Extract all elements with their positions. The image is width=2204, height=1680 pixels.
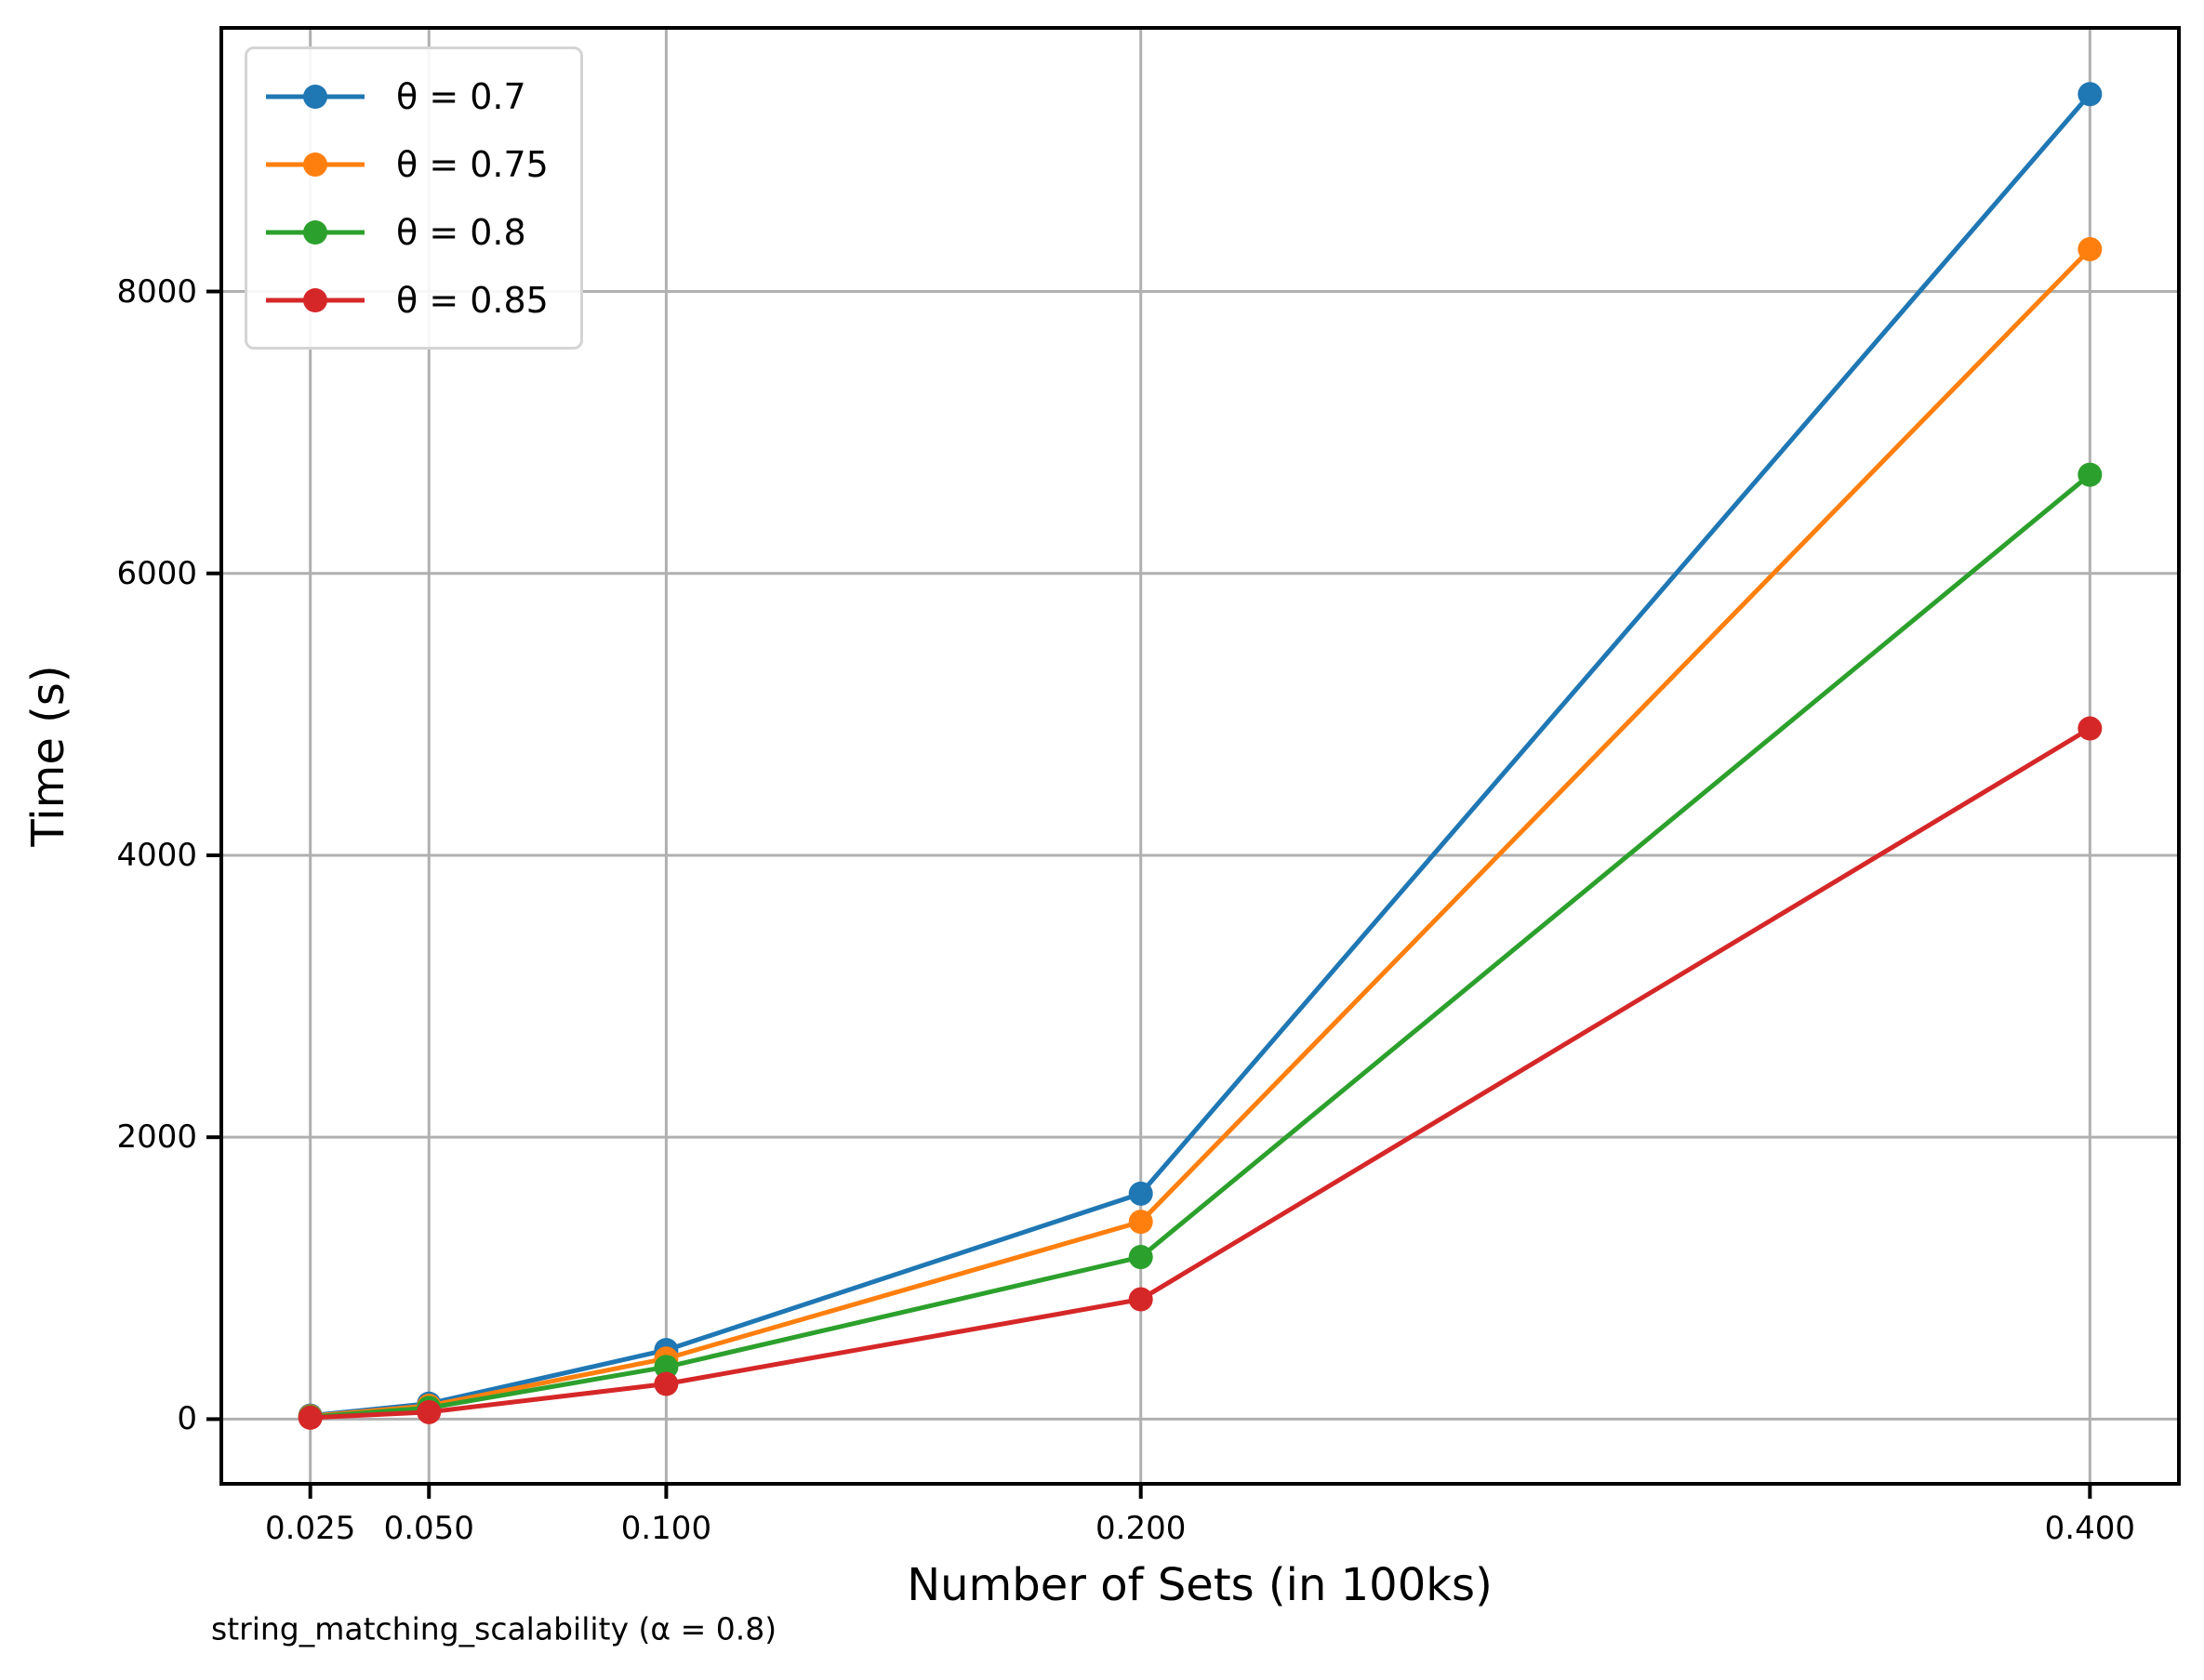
legend-line-sample: [266, 152, 365, 177]
x-tick-label: 0.025: [265, 1510, 356, 1547]
data-point-marker: [1128, 1287, 1153, 1312]
legend-marker: [303, 152, 327, 177]
legend-item: θ = 0.85: [264, 266, 549, 334]
legend-item: θ = 0.75: [264, 130, 549, 198]
legend-label: θ = 0.8: [396, 211, 526, 253]
x-tick-label: 0.100: [620, 1510, 712, 1547]
data-point-marker: [654, 1371, 679, 1396]
legend-line-sample: [266, 287, 365, 312]
axes-frame: [219, 26, 2181, 1486]
legend-marker: [303, 84, 327, 109]
x-tick-label: 0.400: [2044, 1510, 2135, 1547]
data-point-marker: [1128, 1181, 1153, 1206]
data-point-marker: [417, 1399, 442, 1424]
caption: string_matching_scalability (α = 0.8): [211, 1610, 777, 1647]
x-tick-label: 0.050: [383, 1510, 474, 1547]
data-point-marker: [654, 1355, 679, 1380]
legend-line-sample: [266, 84, 365, 109]
series-line: [308, 246, 2092, 1419]
series-line: [308, 726, 2092, 1421]
data-point-marker: [2078, 462, 2103, 487]
legend-line-sample: [266, 219, 365, 245]
legend-label: θ = 0.85: [396, 279, 549, 321]
data-point-marker: [2078, 716, 2103, 741]
data-point-marker: [2078, 82, 2103, 107]
data-point-marker: [2078, 237, 2103, 262]
x-axis-label: Number of Sets (in 100ks): [907, 1559, 1493, 1611]
data-point-marker: [1128, 1210, 1153, 1235]
y-tick-label: 8000: [116, 272, 197, 311]
legend-item: θ = 0.7: [264, 62, 549, 130]
y-tick-label: 0: [177, 1400, 197, 1438]
data-point-marker: [1128, 1245, 1153, 1270]
legend-label: θ = 0.75: [396, 143, 549, 185]
legend-marker: [303, 219, 327, 245]
legend-marker: [303, 287, 327, 312]
series-line: [308, 472, 2092, 1420]
legend: θ = 0.7 θ = 0.75 θ = 0.8 θ = 0.85: [245, 46, 583, 350]
legend-item: θ = 0.8: [264, 198, 549, 266]
y-tick-label: 4000: [116, 836, 197, 874]
y-tick-label: 2000: [116, 1118, 197, 1157]
y-tick-label: 6000: [116, 554, 197, 592]
legend-label: θ = 0.7: [396, 75, 526, 117]
x-tick-label: 0.200: [1095, 1510, 1187, 1547]
y-axis-label: Time (s): [22, 665, 74, 847]
data-point-marker: [298, 1405, 323, 1430]
